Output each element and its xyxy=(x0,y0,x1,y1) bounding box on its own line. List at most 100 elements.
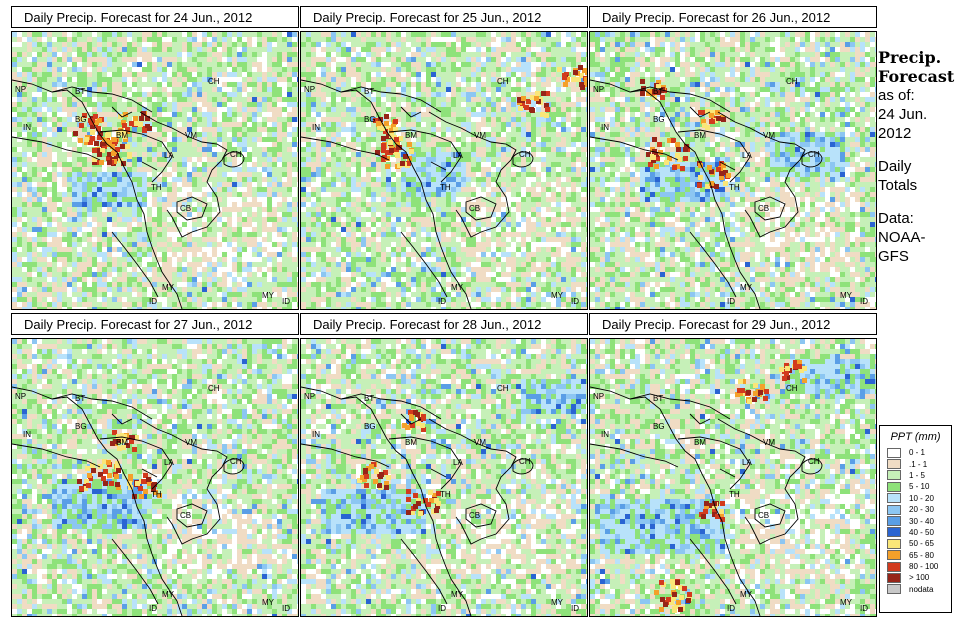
country-label: ID xyxy=(727,604,735,613)
legend-swatch xyxy=(887,572,901,583)
forecast-panel-1: Daily Precip. Forecast for 24 Jun., 2012… xyxy=(11,6,301,310)
country-label: BG xyxy=(364,115,376,124)
legend-label: 40 - 50 xyxy=(909,528,934,537)
country-label: CB xyxy=(469,511,480,520)
country-label: BT xyxy=(75,87,85,96)
legend-item: nodata xyxy=(887,584,951,595)
precip-map: NP BT CH IN BG BM VM CH LA TH CB MY MY ID ID xyxy=(589,31,877,310)
legend-swatch xyxy=(887,459,901,470)
daily-label: Daily xyxy=(878,157,963,176)
country-label: IN xyxy=(601,430,609,439)
country-label: NP xyxy=(593,392,604,401)
country-label: LA xyxy=(453,458,463,467)
country-label: ID xyxy=(571,297,579,306)
country-label: MY xyxy=(451,283,464,292)
legend-swatch xyxy=(887,470,901,481)
panel-title: Daily Precip. Forecast for 24 Jun., 2012 xyxy=(11,6,299,28)
country-label: CB xyxy=(180,204,191,213)
precip-map-canvas: NP BT CH IN BG BM VM CH LA TH CB MY MY ID ID xyxy=(12,339,298,616)
country-label: ID xyxy=(860,604,868,613)
precip-map-canvas: NP BT CH IN BG BM VM CH LA TH CB MY MY ID ID xyxy=(301,32,587,309)
country-label: CH xyxy=(808,150,820,159)
country-label: ID xyxy=(438,604,446,613)
country-label: CH xyxy=(808,457,820,466)
legend-label: 1 - 5 xyxy=(909,471,925,480)
country-label: CH xyxy=(497,384,509,393)
country-label: CH xyxy=(519,150,531,159)
country-label: BG xyxy=(653,115,665,124)
country-label: MY xyxy=(262,598,275,607)
country-label: CH xyxy=(786,384,798,393)
country-label: MY xyxy=(162,590,175,599)
country-label: BM xyxy=(116,131,128,140)
precip-map: NP BT CH IN BG BM VM CH LA TH CB MY MY ID ID xyxy=(11,31,299,310)
legend-label: 50 - 65 xyxy=(909,539,934,548)
country-label: ID xyxy=(282,604,290,613)
panel-title: Daily Precip. Forecast for 29 Jun., 2012 xyxy=(589,313,877,335)
country-label: ID xyxy=(727,297,735,306)
legend-swatch xyxy=(887,493,901,504)
as-of-label: as of: xyxy=(878,86,963,105)
country-label: VM xyxy=(763,131,775,140)
legend-label: nodata xyxy=(909,585,933,594)
precip-map-canvas: NP BT CH IN BG BM VM CH LA TH CB MY MY ID ID xyxy=(590,32,876,309)
country-label: BM xyxy=(405,438,417,447)
country-label: MY xyxy=(551,291,564,300)
forecast-panel-2: Daily Precip. Forecast for 25 Jun., 2012… xyxy=(300,6,590,310)
precip-map: NP BT CH IN BG BM VM CH LA TH CB MY MY ID ID xyxy=(11,338,299,617)
legend-item: 65 - 80 xyxy=(887,550,951,561)
country-label: VM xyxy=(185,438,197,447)
legend-swatch xyxy=(887,584,901,595)
country-label: TH xyxy=(440,183,451,192)
country-label: NP xyxy=(304,392,315,401)
data-label: Data: xyxy=(878,209,963,228)
country-label: BG xyxy=(75,422,87,431)
legend-label: > 100 xyxy=(909,573,929,582)
forecast-panel-5: Daily Precip. Forecast for 28 Jun., 2012… xyxy=(300,313,590,617)
data-source-line2: GFS xyxy=(878,247,963,266)
country-label: IN xyxy=(312,123,320,132)
legend-item: 40 - 50 xyxy=(887,527,951,538)
country-label: VM xyxy=(474,131,486,140)
legend-label: 30 - 40 xyxy=(909,517,934,526)
country-label: MY xyxy=(162,283,175,292)
country-label: ID xyxy=(149,297,157,306)
country-label: VM xyxy=(185,131,197,140)
legend-swatch xyxy=(887,561,901,572)
legend-item: 5 - 10 xyxy=(887,481,951,492)
legend-item: 30 - 40 xyxy=(887,515,951,527)
precip-map-canvas: NP BT CH IN BG BM VM CH LA TH CB MY MY ID ID xyxy=(590,339,876,616)
country-label: VM xyxy=(474,438,486,447)
legend-item: 1 - 5 xyxy=(887,470,951,481)
precip-map: NP BT CH IN BG BM VM CH LA TH CB MY MY ID ID xyxy=(300,338,588,617)
legend-item: .1 - 1 xyxy=(887,458,951,470)
country-label: MY xyxy=(740,590,753,599)
legend-swatch xyxy=(887,550,901,561)
legend-swatch xyxy=(887,481,901,492)
country-label: CB xyxy=(180,511,191,520)
country-label: CH xyxy=(208,384,220,393)
legend-label: 20 - 30 xyxy=(909,505,934,514)
data-source-line1: NOAA- xyxy=(878,228,963,247)
legend-label: 0 - 1 xyxy=(909,448,925,457)
legend-label: 5 - 10 xyxy=(909,482,929,491)
precip-map-canvas: NP BT CH IN BG BM VM CH LA TH CB MY MY ID ID xyxy=(301,339,587,616)
legend-swatch xyxy=(887,538,901,549)
country-label: MY xyxy=(551,598,564,607)
info-title-line2: Forecast xyxy=(878,67,963,86)
country-label: IN xyxy=(312,430,320,439)
country-label: LA xyxy=(164,151,174,160)
country-label: CB xyxy=(469,204,480,213)
country-label: MY xyxy=(740,283,753,292)
country-label: BG xyxy=(75,115,87,124)
country-label: MY xyxy=(451,590,464,599)
legend-item: 20 - 30 xyxy=(887,504,951,515)
as-of-year: 2012 xyxy=(878,124,963,143)
country-label: CH xyxy=(519,457,531,466)
legend-swatch xyxy=(887,447,901,458)
country-label: LA xyxy=(453,151,463,160)
precip-map: NP BT CH IN BG BM VM CH LA TH CB MY MY ID ID xyxy=(300,31,588,310)
country-label: BT xyxy=(75,394,85,403)
country-label: TH xyxy=(151,183,162,192)
country-label: LA xyxy=(742,458,752,467)
